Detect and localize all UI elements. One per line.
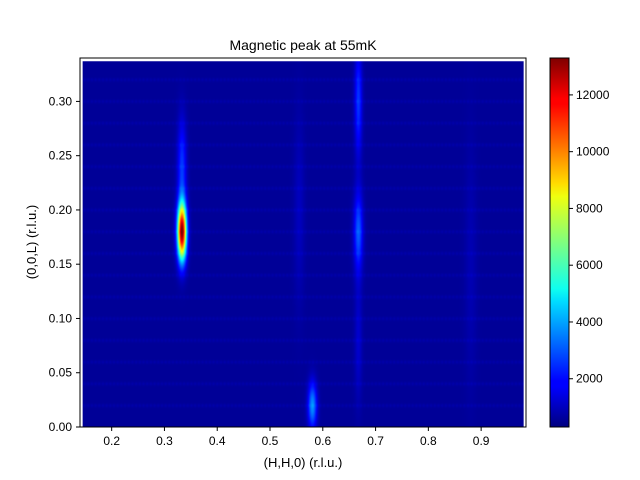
y-tick-label: 0.25 — [49, 149, 73, 163]
y-tick-label: 0.00 — [49, 420, 73, 434]
colorbar-tick-label: 2000 — [576, 372, 603, 386]
colorbar-tick-label: 6000 — [576, 258, 603, 272]
colorbar-tick-label: 4000 — [576, 315, 603, 329]
heatmap-area — [82, 61, 524, 427]
x-tick-label: 0.9 — [473, 434, 490, 448]
x-tick-label: 0.5 — [262, 434, 279, 448]
x-tick-label: 0.3 — [156, 434, 173, 448]
x-axis-ticks: 0.2 0.3 0.4 0.5 0.6 0.7 0.8 0.9 — [103, 427, 490, 448]
colorbar-tick-label: 10000 — [576, 145, 610, 159]
y-tick-label: 0.10 — [49, 311, 73, 325]
x-tick-label: 0.4 — [209, 434, 226, 448]
y-tick-label: 0.05 — [49, 366, 73, 380]
x-tick-label: 0.7 — [367, 434, 384, 448]
y-axis-ticks: 0.00 0.05 0.10 0.15 0.20 0.25 0.30 — [49, 94, 80, 434]
y-axis-label: (0,0,L) (r.l.u.) — [24, 205, 39, 279]
plot-frame — [79, 57, 527, 428]
chart-title: Magnetic peak at 55mK — [229, 37, 377, 53]
y-tick-label: 0.30 — [49, 94, 73, 108]
colorbar-tick-label: 12000 — [576, 88, 610, 102]
x-axis-label: (H,H,0) (r.l.u.) — [264, 455, 343, 470]
y-tick-label: 0.15 — [49, 257, 73, 271]
colorbar — [549, 57, 570, 428]
heatmap-image — [82, 61, 524, 427]
x-tick-label: 0.2 — [103, 434, 120, 448]
x-tick-label: 0.6 — [314, 434, 331, 448]
x-tick-label: 0.8 — [420, 434, 437, 448]
y-tick-label: 0.20 — [49, 203, 73, 217]
colorbar-tick-label: 8000 — [576, 201, 603, 215]
colorbar-ticks: 2000 4000 6000 8000 10000 12000 — [569, 88, 610, 386]
